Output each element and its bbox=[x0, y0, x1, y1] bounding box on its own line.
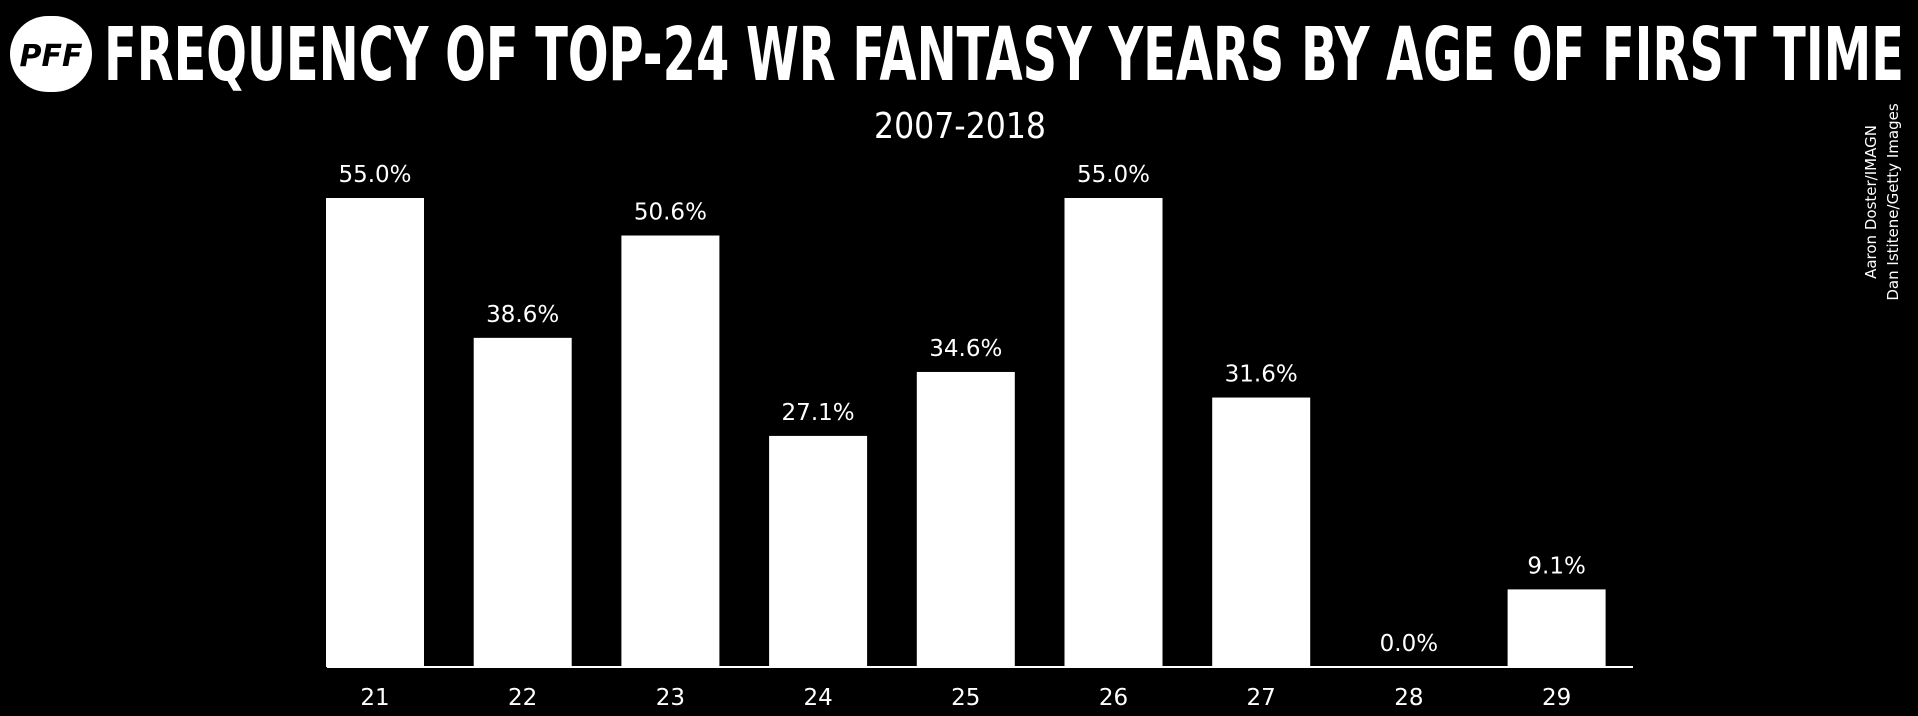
x-tick-label: 21 bbox=[360, 685, 389, 711]
x-tick-label: 26 bbox=[1099, 685, 1128, 711]
value-label: 9.1% bbox=[1527, 553, 1585, 579]
value-label: 31.6% bbox=[1225, 362, 1298, 388]
value-label: 55.0% bbox=[338, 162, 411, 188]
x-tick-label: 22 bbox=[508, 685, 537, 711]
value-label: 34.6% bbox=[929, 336, 1002, 362]
bar bbox=[1064, 198, 1163, 667]
logo: PFF bbox=[20, 39, 83, 74]
x-tick-label: 24 bbox=[803, 685, 832, 711]
bar bbox=[326, 198, 424, 667]
value-label: 27.1% bbox=[782, 400, 855, 426]
photo-credit: Dan Istitene/Getty Images bbox=[1884, 103, 1902, 300]
x-tick-label: 28 bbox=[1394, 685, 1423, 711]
x-tick-label: 27 bbox=[1247, 685, 1276, 711]
bar bbox=[769, 435, 868, 667]
value-label: 38.6% bbox=[486, 302, 559, 328]
bar bbox=[473, 337, 572, 667]
photo-credit: Aaron Doster/IMAGN bbox=[1862, 125, 1880, 279]
x-tick-label: 25 bbox=[951, 685, 980, 711]
value-label: 55.0% bbox=[1077, 162, 1150, 188]
value-label: 0.0% bbox=[1380, 631, 1438, 657]
bar bbox=[621, 235, 720, 667]
value-label: 50.6% bbox=[634, 200, 707, 226]
bar bbox=[1507, 589, 1606, 667]
x-tick-label: 29 bbox=[1542, 685, 1571, 711]
logo-badge bbox=[10, 16, 92, 92]
chart-title: FREQUENCY OF TOP-24 WR FANTASY YEARS BY … bbox=[104, 12, 1904, 98]
chart-subtitle: 2007-2018 bbox=[874, 106, 1046, 147]
x-tick-label: 23 bbox=[656, 685, 685, 711]
bar bbox=[916, 371, 1015, 667]
bar bbox=[1212, 397, 1311, 667]
